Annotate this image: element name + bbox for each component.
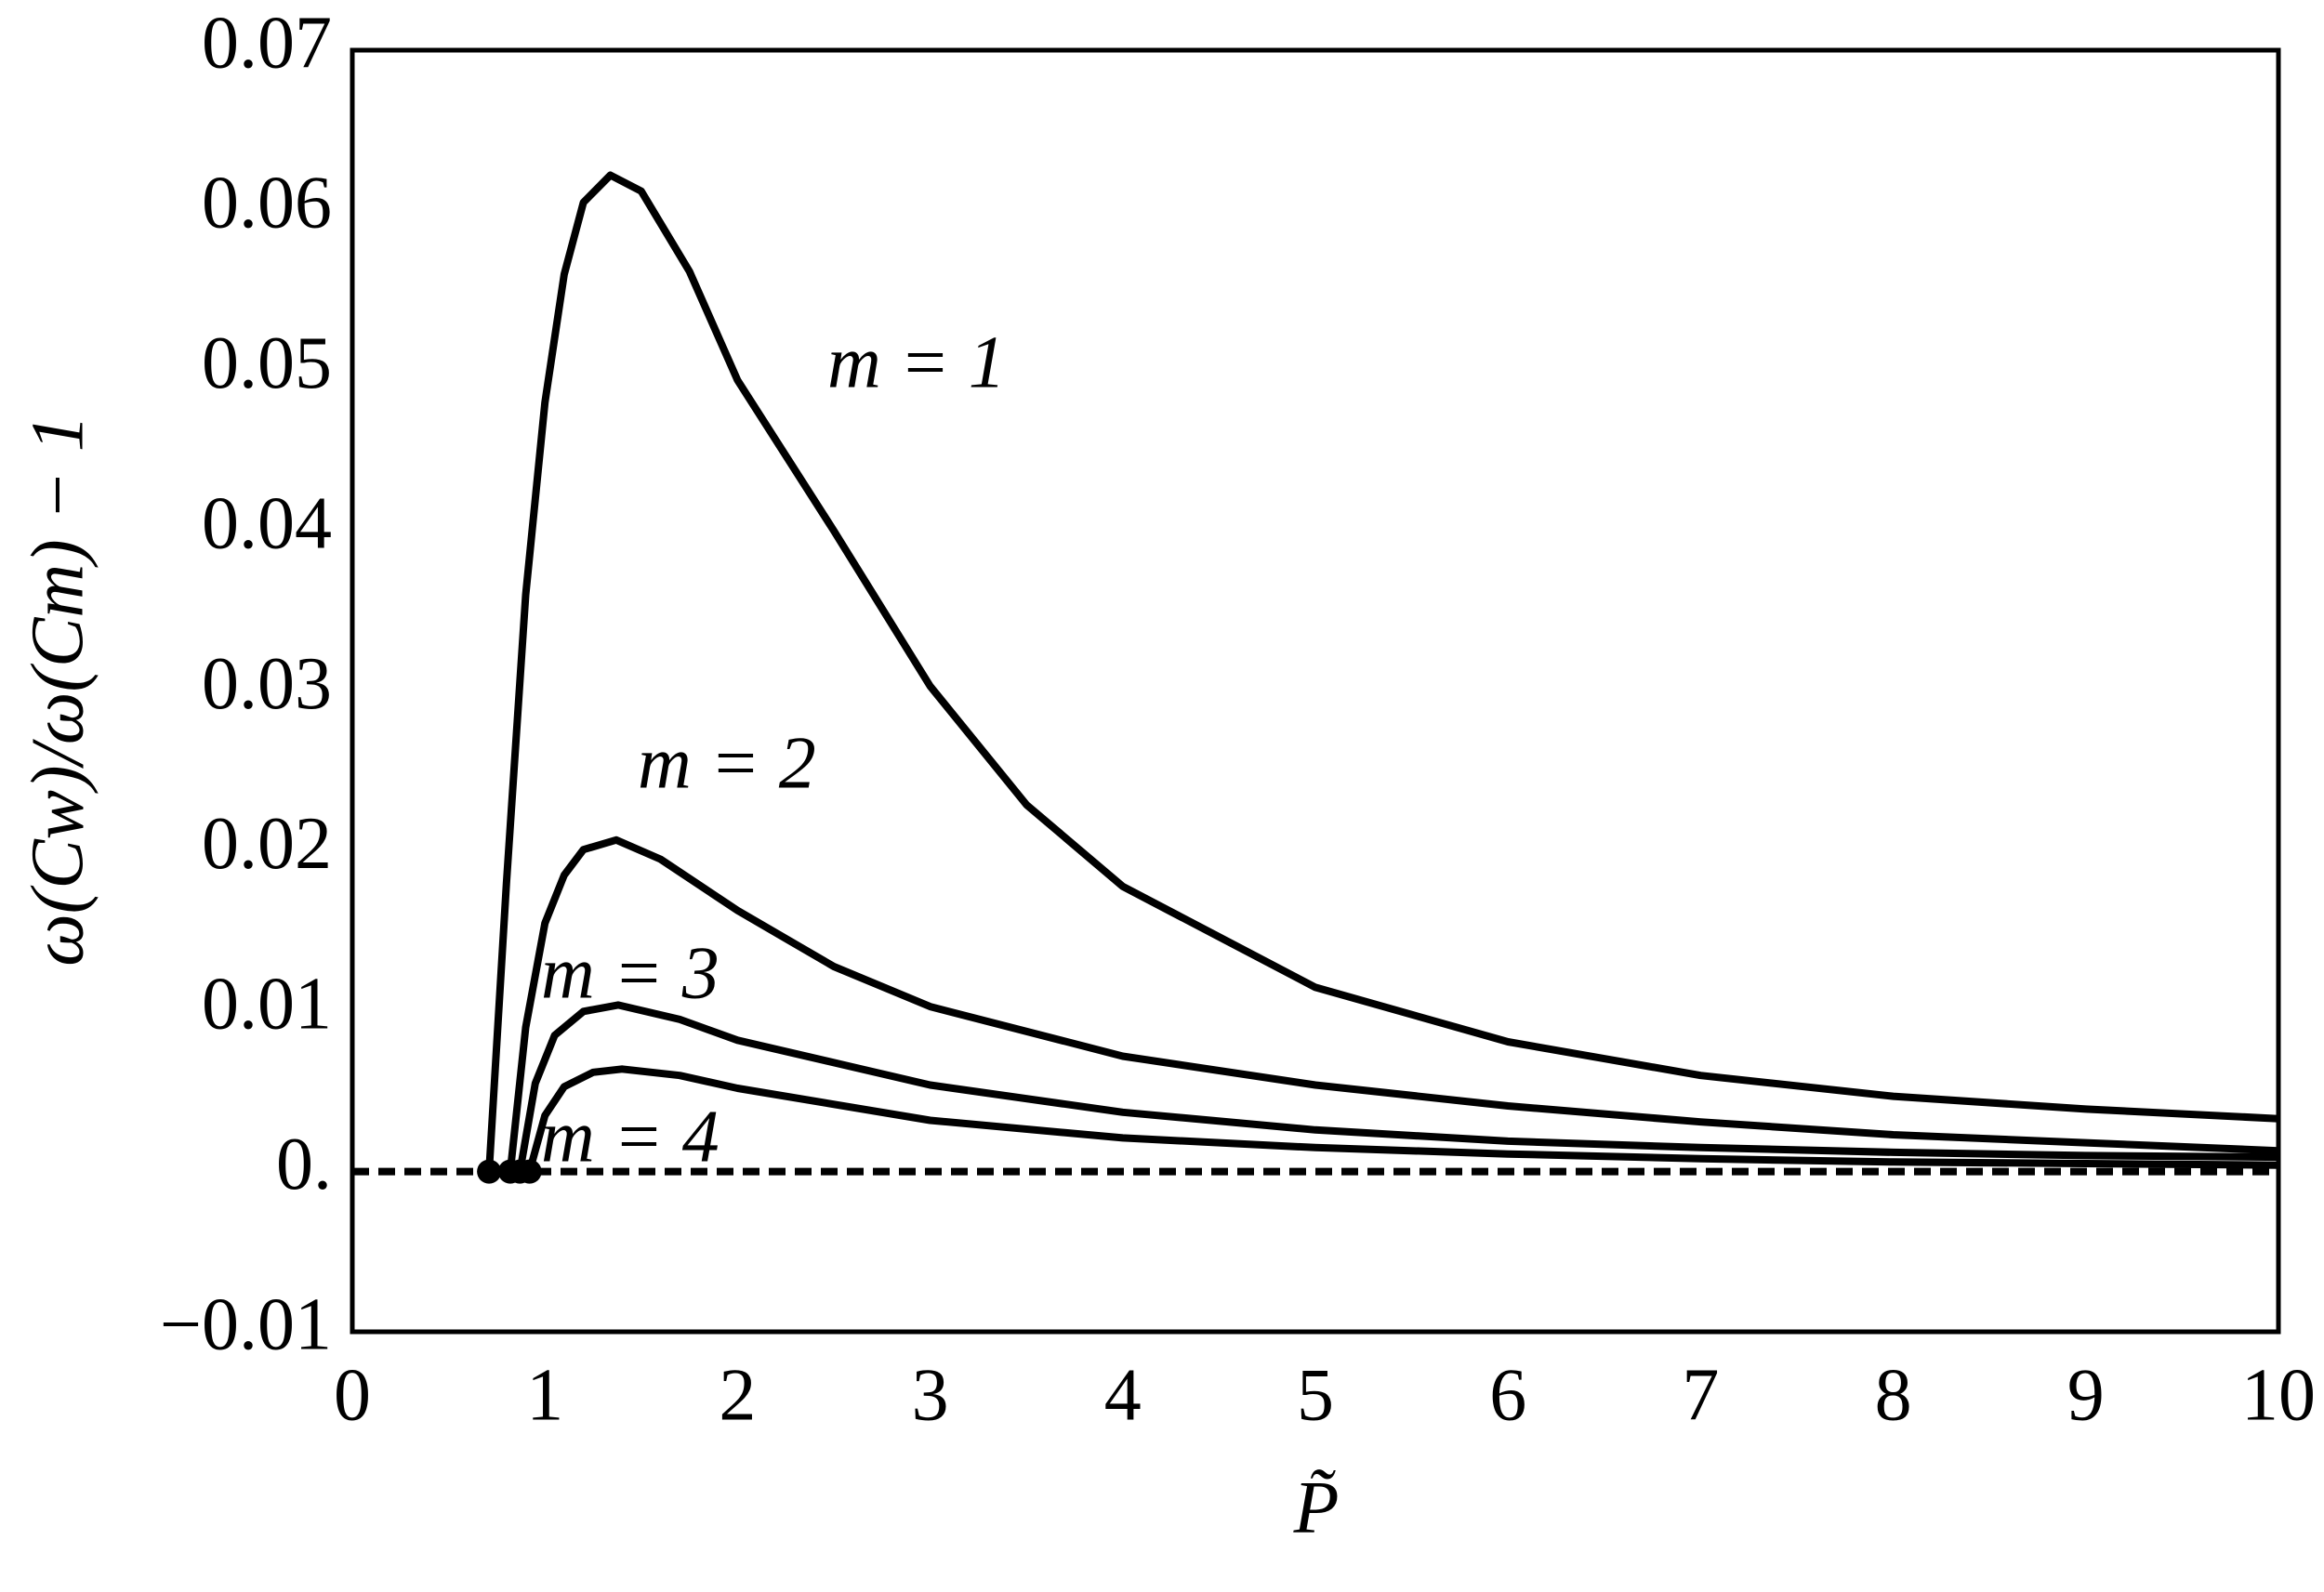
x-tick-label: 8	[1875, 1354, 1912, 1436]
series-line	[525, 1065, 2279, 1173]
series-label: m = 3	[541, 932, 720, 1014]
y-tick-label: 0.07	[202, 2, 332, 84]
series-label: m = 4	[541, 1096, 720, 1178]
y-tick-label: 0.01	[202, 964, 332, 1046]
y-tick-label: 0.03	[202, 643, 332, 725]
series-line	[516, 1001, 2279, 1173]
x-tick-label: 10	[2241, 1354, 2316, 1436]
x-tick-label: 7	[1682, 1354, 1719, 1436]
series-line	[485, 171, 2279, 1172]
x-axis-label: P̃	[1293, 1467, 1340, 1548]
x-tick-label: 6	[1489, 1354, 1526, 1436]
plot-frame	[350, 47, 2281, 1335]
series-line	[506, 835, 2279, 1173]
series-label: m = 2	[638, 722, 816, 804]
start-marker	[477, 1159, 502, 1184]
y-tick-label: 0.05	[202, 322, 332, 404]
y-tick-label: −0.01	[160, 1283, 332, 1365]
y-tick-label: 0.	[276, 1124, 332, 1205]
x-tick-label: 3	[912, 1354, 949, 1436]
x-tick-label: 2	[719, 1354, 756, 1436]
y-tick-label: 0.06	[202, 163, 332, 244]
x-tick-label: 0	[334, 1354, 371, 1436]
y-tick-label: 0.02	[202, 803, 332, 885]
y-axis-label: ω(Cw)/ω(Cm) − 1	[17, 414, 99, 967]
y-tick-label: 0.04	[202, 482, 332, 564]
x-tick-label: 5	[1297, 1354, 1334, 1436]
start-marker	[517, 1159, 542, 1184]
x-tick-label: 9	[2067, 1354, 2105, 1436]
x-tick-label: 4	[1104, 1354, 1142, 1436]
x-tick-label: 1	[526, 1354, 563, 1436]
series-label: m = 1	[827, 322, 1006, 403]
